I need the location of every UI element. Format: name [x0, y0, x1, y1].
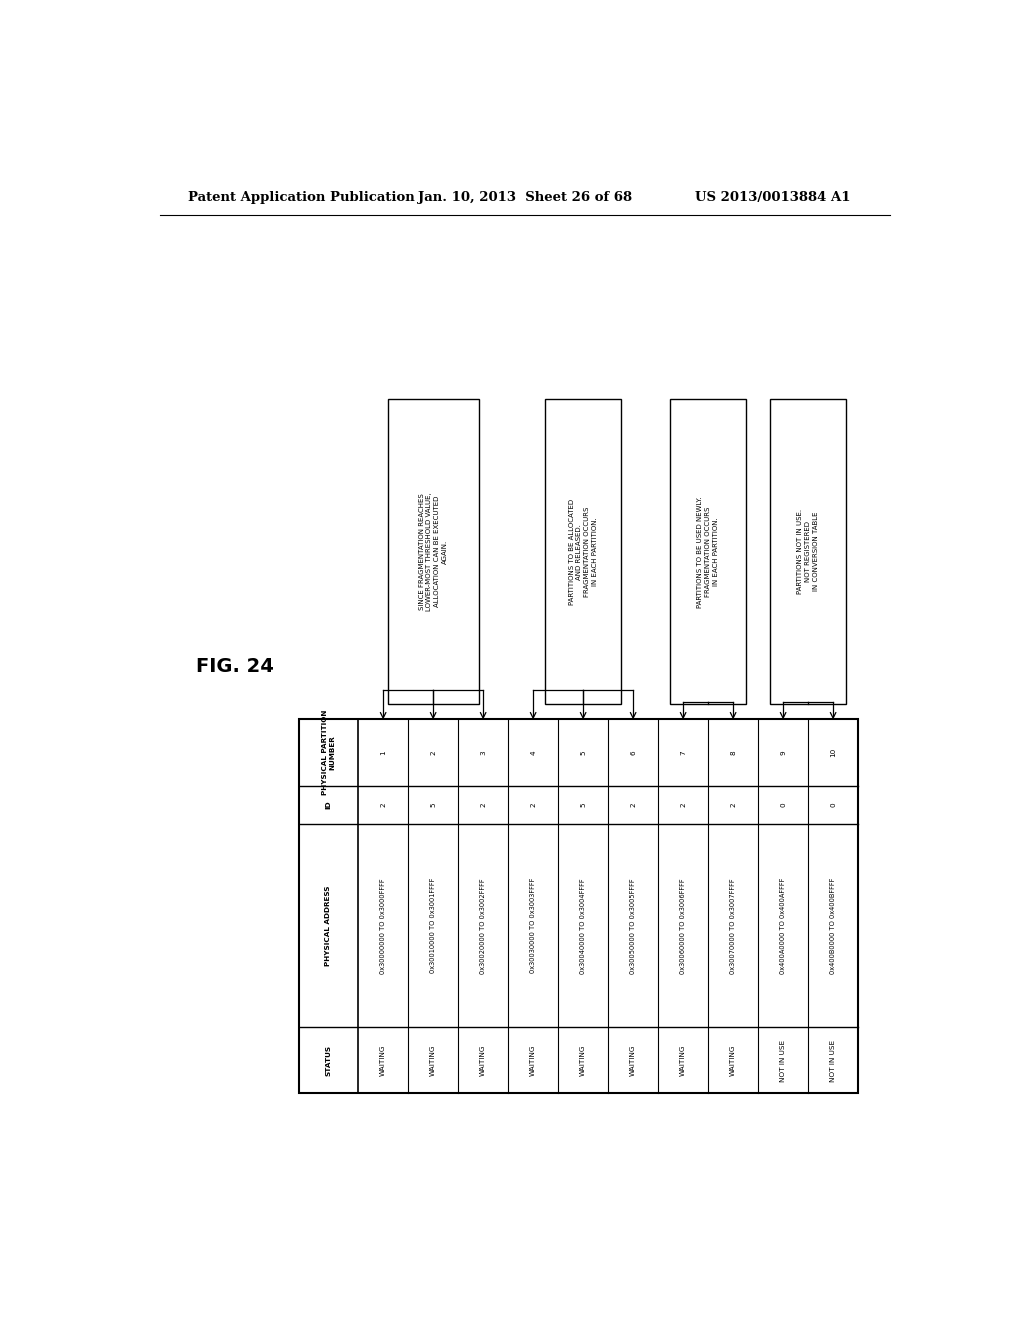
Text: 3: 3 — [480, 750, 486, 755]
Bar — [387, 399, 479, 704]
Text: WAITING: WAITING — [530, 1044, 537, 1076]
Text: 0x400B0000 TO 0x400BFFFF: 0x400B0000 TO 0x400BFFFF — [830, 878, 837, 974]
Text: 0: 0 — [830, 803, 837, 807]
Text: 0: 0 — [780, 803, 786, 807]
Bar — [546, 399, 621, 704]
Text: 2: 2 — [680, 803, 686, 807]
Text: WAITING: WAITING — [430, 1044, 436, 1076]
Text: 0x30000000 TO 0x3000FFFF: 0x30000000 TO 0x3000FFFF — [380, 878, 386, 974]
Text: PARTITIONS TO BE USED NEWLY.
FRAGMENTATION OCCURS
IN EACH PARTITION.: PARTITIONS TO BE USED NEWLY. FRAGMENTATI… — [697, 496, 719, 607]
Text: WAITING: WAITING — [730, 1044, 736, 1076]
Text: NOT IN USE: NOT IN USE — [780, 1039, 786, 1081]
Text: 0x30020000 TO 0x3002FFFF: 0x30020000 TO 0x3002FFFF — [480, 878, 486, 974]
Text: WAITING: WAITING — [680, 1044, 686, 1076]
Text: WAITING: WAITING — [480, 1044, 486, 1076]
Text: WAITING: WAITING — [630, 1044, 636, 1076]
Text: 1: 1 — [380, 750, 386, 755]
Text: PARTITIONS TO BE ALLOCATED
AND RELEASED.
FRAGMENTATION OCCURS
IN EACH PARTITION.: PARTITIONS TO BE ALLOCATED AND RELEASED.… — [568, 499, 598, 605]
Text: SINCE FRAGMENTATION REACHES
LOWER-MOST THRESHOLD VALUE,
ALLOCATION CAN BE EXECUT: SINCE FRAGMENTATION REACHES LOWER-MOST T… — [419, 492, 447, 611]
Text: 2: 2 — [730, 803, 736, 807]
Text: 2: 2 — [630, 803, 636, 807]
Text: 9: 9 — [780, 750, 786, 755]
Text: PARTITIONS NOT IN USE.
NOT REGISTERED
IN CONVERSION TABLE: PARTITIONS NOT IN USE. NOT REGISTERED IN… — [798, 510, 819, 594]
Text: 0x30030000 TO 0x3003FFFF: 0x30030000 TO 0x3003FFFF — [530, 878, 537, 973]
Text: 5: 5 — [581, 750, 586, 755]
Text: 4: 4 — [530, 750, 537, 755]
Text: NOT IN USE: NOT IN USE — [830, 1039, 837, 1081]
Bar — [671, 399, 745, 704]
Text: 8: 8 — [730, 750, 736, 755]
Text: 0x30060000 TO 0x3006FFFF: 0x30060000 TO 0x3006FFFF — [680, 878, 686, 974]
Text: FIG. 24: FIG. 24 — [197, 657, 274, 676]
Text: 0x30010000 TO 0x3001FFFF: 0x30010000 TO 0x3001FFFF — [430, 878, 436, 973]
Text: Jan. 10, 2013  Sheet 26 of 68: Jan. 10, 2013 Sheet 26 of 68 — [418, 190, 632, 203]
Text: WAITING: WAITING — [581, 1044, 586, 1076]
Text: 2: 2 — [430, 750, 436, 755]
Text: ID: ID — [326, 800, 332, 809]
Text: 5: 5 — [430, 803, 436, 807]
Text: 10: 10 — [830, 748, 837, 758]
Text: 0x400A0000 TO 0x400AFFFF: 0x400A0000 TO 0x400AFFFF — [780, 878, 786, 974]
Text: STATUS: STATUS — [326, 1045, 332, 1076]
Text: WAITING: WAITING — [380, 1044, 386, 1076]
Text: US 2013/0013884 A1: US 2013/0013884 A1 — [695, 190, 851, 203]
Bar — [299, 719, 858, 1093]
Text: 0x30050000 TO 0x3005FFFF: 0x30050000 TO 0x3005FFFF — [630, 878, 636, 974]
Text: 2: 2 — [380, 803, 386, 807]
Text: 2: 2 — [530, 803, 537, 807]
Text: 0x30070000 TO 0x3007FFFF: 0x30070000 TO 0x3007FFFF — [730, 878, 736, 974]
Bar — [770, 399, 846, 704]
Text: PHYSICAL ADDRESS: PHYSICAL ADDRESS — [326, 886, 332, 966]
Text: 6: 6 — [630, 750, 636, 755]
Text: 2: 2 — [480, 803, 486, 807]
Text: PHYSICAL PARTITION
NUMBER: PHYSICAL PARTITION NUMBER — [322, 710, 335, 795]
Text: 5: 5 — [581, 803, 586, 807]
Text: Patent Application Publication: Patent Application Publication — [187, 190, 415, 203]
Text: 7: 7 — [680, 750, 686, 755]
Text: 0x30040000 TO 0x3004FFFF: 0x30040000 TO 0x3004FFFF — [581, 878, 586, 974]
